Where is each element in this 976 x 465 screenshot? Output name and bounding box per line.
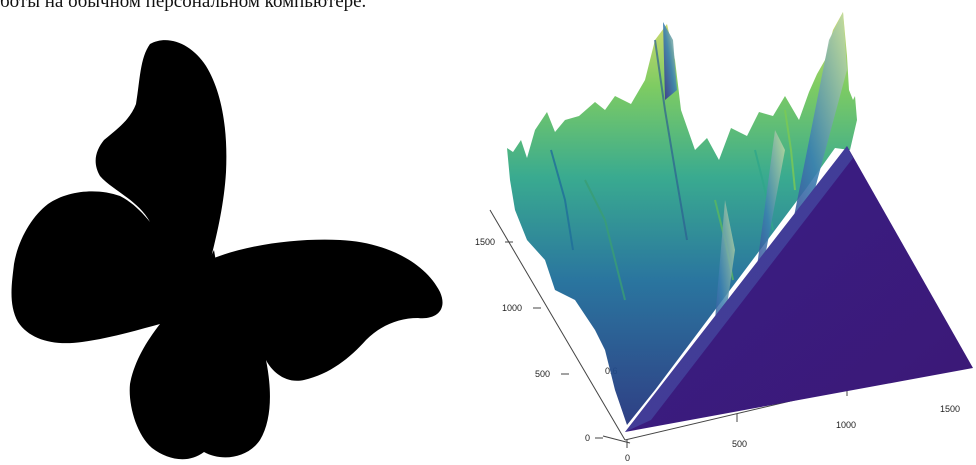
y-tick-label: 500 (535, 369, 550, 379)
y-tick-label: 0 (585, 433, 590, 443)
x-tick-label: 1000 (836, 420, 856, 430)
x-tick-label: 500 (732, 439, 747, 449)
caption-text: боты на обычном персональном компьютере. (0, 0, 367, 12)
x-tick-label: 1500 (940, 404, 960, 414)
surface-plot-3d: 1500 1000 500 0 0 500 1000 1500 0.6 (475, 12, 973, 463)
y-axis-ticks: 1500 1000 500 0 (475, 237, 603, 443)
peak-spike (663, 22, 677, 100)
diagonal-edge (625, 146, 853, 432)
y-tick-label: 1000 (502, 303, 522, 313)
butterfly-silhouette-icon (11, 40, 443, 460)
surface-floor (625, 146, 973, 432)
y-tick-label: 1500 (475, 237, 495, 247)
surface-body (507, 12, 857, 425)
x-tick-label: 0 (625, 453, 630, 463)
